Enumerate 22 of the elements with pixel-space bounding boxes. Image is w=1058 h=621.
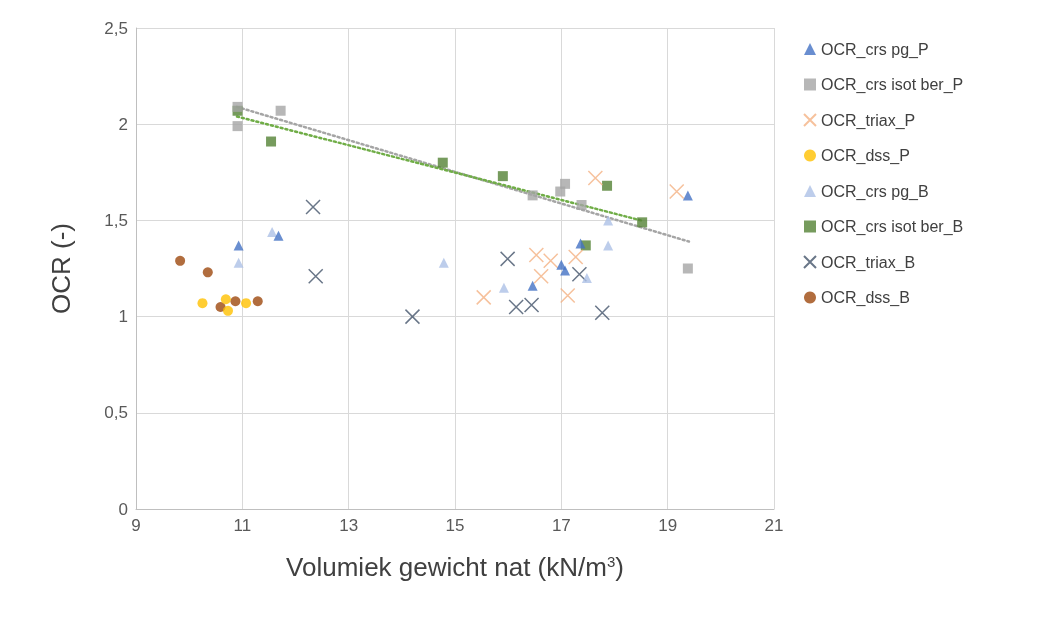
legend-label: OCR_crs pg_P: [821, 40, 929, 59]
legend-label: OCR_triax_B: [821, 253, 916, 272]
legend-label: OCR_crs isot ber_B: [821, 218, 964, 236]
x-tick-label: 17: [551, 516, 571, 535]
legend-label: OCR_triax_P: [821, 111, 916, 130]
y-axis-title: OCR (-): [46, 223, 76, 314]
y-tick-label: 2: [118, 114, 128, 134]
y-tick-label: 2,5: [104, 18, 128, 38]
y-tick-label: 1,5: [104, 210, 128, 230]
legend-label: OCR_crs isot ber_P: [821, 76, 964, 94]
legend-label: OCR_crs pg_B: [821, 182, 929, 201]
x-tick-label: 11: [233, 516, 252, 535]
y-tick-label: 1: [118, 307, 128, 327]
x-tick-label: 15: [445, 516, 465, 535]
legend-label: OCR_dss_P: [821, 147, 910, 165]
y-tick-label: 0: [118, 499, 128, 519]
legend-label: OCR_dss_B: [821, 289, 910, 307]
x-tick-label: 13: [339, 516, 359, 535]
x-tick-label: 21: [764, 516, 784, 535]
y-tick-label: 0,5: [104, 403, 128, 423]
x-tick-label: 9: [131, 516, 141, 535]
x-tick-label: 19: [658, 516, 678, 535]
